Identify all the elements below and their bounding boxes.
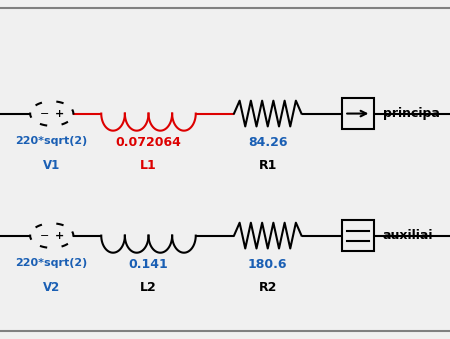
Text: +: + bbox=[55, 108, 64, 119]
Text: R2: R2 bbox=[259, 281, 277, 294]
Text: 220*sqrt(2): 220*sqrt(2) bbox=[16, 258, 88, 267]
Text: principa: principa bbox=[382, 107, 439, 120]
Text: V1: V1 bbox=[43, 159, 60, 172]
Text: +: + bbox=[55, 231, 64, 241]
Text: 0.141: 0.141 bbox=[129, 258, 168, 271]
Text: −: − bbox=[40, 108, 49, 119]
Text: 180.6: 180.6 bbox=[248, 258, 288, 271]
Text: L2: L2 bbox=[140, 281, 157, 294]
Text: R1: R1 bbox=[259, 159, 277, 172]
Text: −: − bbox=[40, 231, 49, 241]
Bar bbox=[342, 98, 374, 129]
Text: 0.072064: 0.072064 bbox=[116, 136, 181, 148]
Text: V2: V2 bbox=[43, 281, 60, 294]
Bar bbox=[342, 220, 374, 251]
Text: 84.26: 84.26 bbox=[248, 136, 288, 148]
Text: L1: L1 bbox=[140, 159, 157, 172]
Text: 220*sqrt(2): 220*sqrt(2) bbox=[16, 136, 88, 145]
Text: auxiliai: auxiliai bbox=[382, 229, 433, 242]
